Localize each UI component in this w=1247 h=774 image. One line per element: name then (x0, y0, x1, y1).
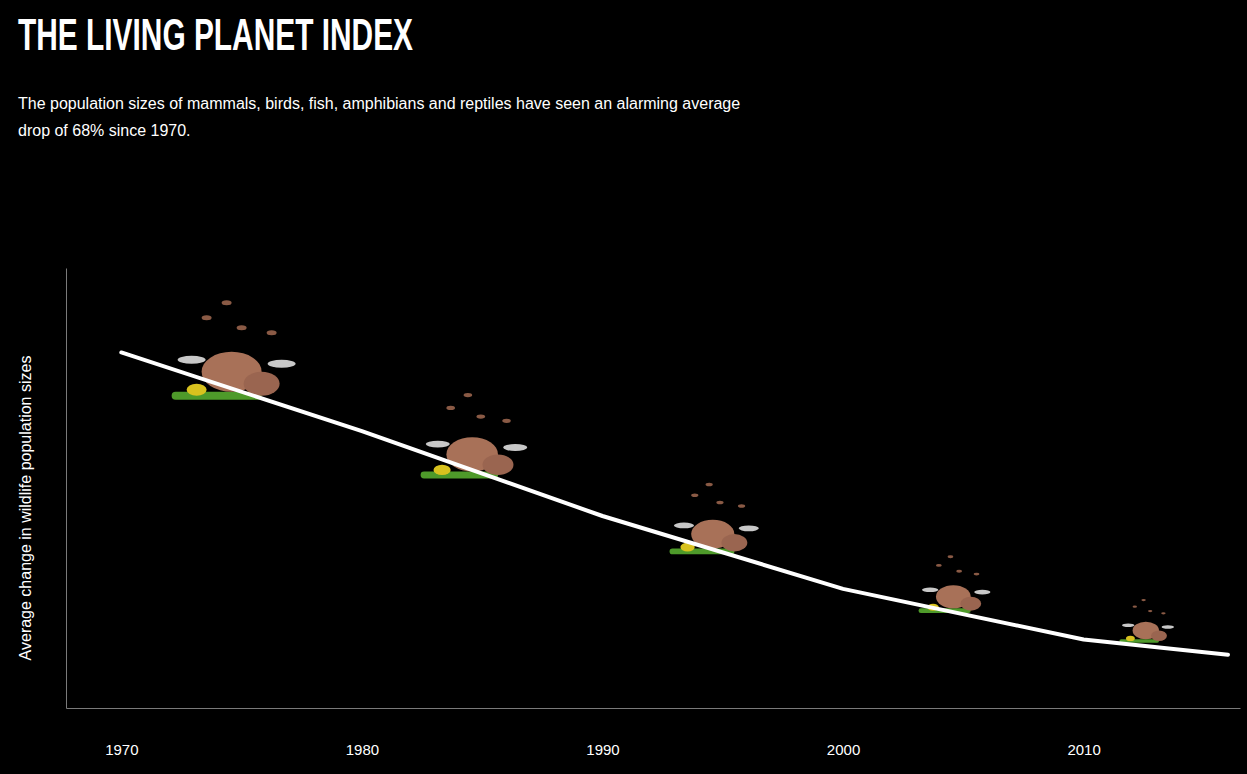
animal-cluster (670, 483, 759, 555)
frog (1126, 636, 1135, 641)
fish (503, 444, 527, 451)
bird (202, 315, 212, 320)
x-tick: 1980 (346, 708, 379, 758)
bird (1133, 606, 1137, 608)
x-tick-label: 2000 (827, 741, 860, 758)
title: THE LIVING PLANET INDEX (18, 10, 413, 59)
bird (476, 414, 485, 418)
bird (974, 573, 980, 576)
bird (1141, 599, 1145, 601)
bird (267, 330, 277, 335)
x-tick-label: 2010 (1067, 741, 1100, 758)
x-tick-label: 1980 (346, 741, 379, 758)
y-axis (66, 269, 67, 709)
fish (1162, 625, 1174, 629)
frog (187, 384, 207, 396)
chart-svg: THE LIVING PLANET INDEX The population si… (0, 0, 1247, 774)
x-tick: 1970 (105, 708, 138, 758)
bird (1161, 612, 1165, 614)
y-axis-title: Average change in wildlife population si… (17, 356, 34, 661)
x-axis-line (67, 708, 1241, 709)
fish (674, 523, 694, 529)
fish (922, 587, 938, 592)
plot-area (121, 352, 1228, 654)
fish (268, 360, 296, 368)
bird (948, 555, 954, 558)
bird (691, 493, 698, 497)
animal-cluster (172, 300, 296, 400)
bird (716, 501, 723, 505)
fish (1122, 623, 1134, 627)
bird (936, 564, 942, 567)
animal-cluster (1119, 599, 1174, 643)
bird (956, 570, 962, 573)
fish (974, 590, 990, 595)
fish (426, 441, 450, 448)
elephant (483, 454, 514, 475)
x-axis: 1970 1980 1990 2000 2010 (67, 708, 1241, 758)
bird (1148, 610, 1152, 612)
animal-cluster (919, 555, 991, 613)
bird (222, 300, 232, 305)
index-line (121, 352, 1228, 654)
y-axis-line (66, 269, 67, 709)
bird (706, 483, 713, 487)
fish (178, 356, 206, 364)
fish (739, 525, 759, 531)
elephant (960, 597, 981, 611)
bird (464, 393, 473, 397)
bird (502, 419, 511, 423)
x-tick-label: 1970 (105, 741, 138, 758)
x-tick-label: 1990 (586, 741, 619, 758)
frog (433, 465, 450, 475)
animal-cluster (421, 393, 528, 479)
bird (446, 406, 455, 410)
elephant (721, 534, 747, 551)
animal-decoration (172, 300, 1174, 643)
x-tick: 1990 (586, 708, 619, 758)
x-tick: 2000 (827, 708, 860, 758)
x-tick: 2010 (1067, 708, 1100, 758)
bird (738, 504, 745, 508)
subtitle: The population sizes of mammals, birds, … (18, 95, 740, 139)
elephant (1151, 630, 1167, 641)
bird (237, 325, 247, 330)
